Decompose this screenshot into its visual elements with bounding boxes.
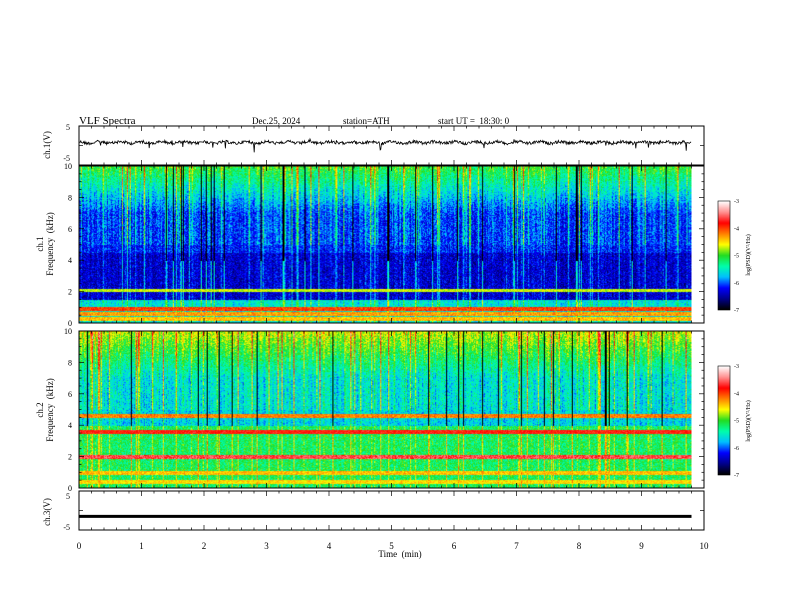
ch2-colorbar-gradient bbox=[718, 366, 730, 475]
ch1-ytick-bottom: -5 bbox=[63, 154, 70, 163]
ch2-colorbar-frame bbox=[717, 365, 731, 476]
ch1-ytick-label: 4 bbox=[68, 256, 72, 265]
ch1-colorbar-label: log(PSD)(V²/Hz) bbox=[745, 234, 752, 275]
ch1-waveform-ylabel: ch.1(V) bbox=[42, 131, 52, 159]
ch2-spectrogram-ticks bbox=[78, 330, 705, 489]
time-tick-label: 5 bbox=[389, 541, 394, 551]
ch1-spectrogram-ticks bbox=[78, 165, 705, 324]
ch3-waveform-ylabel: ch.3(V) bbox=[42, 498, 52, 526]
colorbar-tick-label: -6 bbox=[734, 281, 739, 287]
ch3-waveform-frame bbox=[78, 490, 705, 531]
ch2-ytick-label: 8 bbox=[68, 358, 72, 367]
ch2-channel-label: ch.2 bbox=[35, 402, 45, 417]
colorbar-tick-label: -3 bbox=[734, 364, 739, 370]
time-tick-label: 9 bbox=[639, 541, 644, 551]
ch2-frequency-tick-labels: 0 2 4 6 8 10 bbox=[64, 327, 72, 493]
ch1-spectrogram-panel: 0 2 4 6 8 10 ch.1 Frequency (kHz) bbox=[35, 162, 705, 328]
ch1-colorbar-gradient bbox=[718, 201, 730, 310]
ch1-colorbar-frame bbox=[717, 200, 731, 311]
ch1-waveform-line bbox=[78, 137, 692, 153]
ch1-frequency-tick-labels: 0 2 4 6 8 10 bbox=[64, 162, 72, 328]
ch2-colorbar: -3 -4 -5 -6 -7 log(PSD)(V²/Hz) bbox=[717, 364, 752, 479]
colorbar-tick-label: -7 bbox=[734, 473, 739, 479]
ch1-waveform-frame bbox=[78, 125, 705, 166]
ch1-ytick-label: 10 bbox=[64, 162, 72, 171]
ch2-ytick-label: 6 bbox=[68, 390, 72, 399]
time-tick-label: 1 bbox=[139, 541, 144, 551]
time-tick-label: 4 bbox=[327, 541, 332, 551]
ch1-spectrogram-image bbox=[79, 166, 692, 323]
time-axis-tick-labels: 0 1 2 3 4 5 6 7 8 9 10 bbox=[77, 541, 709, 551]
ch2-spectrogram-panel: 0 2 4 6 8 10 ch.2 Frequency (kHz) bbox=[35, 327, 705, 493]
time-tick-label: 7 bbox=[514, 541, 519, 551]
time-tick-label: 10 bbox=[700, 541, 710, 551]
time-axis-label: Time (min) bbox=[378, 549, 421, 559]
ch3-waveform-panel: 5 -5 ch.3(V) 0 1 2 3 4 5 6 7 8 9 10 Time (min) bbox=[42, 490, 709, 559]
ch2-ytick-label: 10 bbox=[64, 327, 72, 336]
ch1-channel-label: ch.1 bbox=[35, 236, 45, 251]
ch2-ytick-label: 2 bbox=[68, 453, 72, 462]
time-tick-label: 0 bbox=[77, 541, 82, 551]
figure-title: VLF Spectra bbox=[79, 115, 136, 127]
colorbar-tick-label: -7 bbox=[734, 308, 739, 314]
time-tick-label: 8 bbox=[577, 541, 582, 551]
date-label: Dec.25, 2024 bbox=[252, 116, 301, 126]
ch2-ytick-label: 0 bbox=[68, 484, 72, 493]
ch1-frequency-axis-label: Frequency (kHz) bbox=[45, 212, 55, 275]
colorbar-tick-label: -6 bbox=[734, 446, 739, 452]
ch1-ytick-label: 8 bbox=[68, 193, 72, 202]
colorbar-tick-label: -5 bbox=[734, 419, 739, 425]
ch1-ytick-top: 5 bbox=[66, 123, 70, 132]
ch2-ytick-label: 4 bbox=[68, 421, 72, 430]
ch1-colorbar: -3 -4 -5 -6 -7 log(PSD)(V²/Hz) bbox=[717, 199, 752, 314]
ch2-colorbar-tick-labels: -3 -4 -5 -6 -7 bbox=[734, 364, 739, 479]
ch1-waveform-ticks bbox=[78, 125, 705, 166]
ch2-colorbar-label: log(PSD)(V²/Hz) bbox=[745, 400, 752, 441]
time-tick-label: 2 bbox=[202, 541, 207, 551]
ch1-waveform-trace bbox=[78, 137, 692, 153]
ch1-ytick-label: 6 bbox=[68, 225, 72, 234]
time-tick-label: 3 bbox=[264, 541, 269, 551]
ch1-waveform-panel: 5 -5 ch.1(V) bbox=[42, 123, 705, 166]
ch2-frequency-axis-label: Frequency (kHz) bbox=[45, 378, 55, 441]
start-time-label: start UT = 18:30: 0 bbox=[438, 116, 510, 126]
ch3-ytick-bottom: -5 bbox=[63, 523, 70, 532]
colorbar-tick-label: -3 bbox=[734, 199, 739, 205]
time-tick-label: 6 bbox=[452, 541, 457, 551]
ch1-ytick-label: 2 bbox=[68, 288, 72, 297]
colorbar-tick-label: -4 bbox=[734, 391, 739, 397]
colorbar-tick-label: -4 bbox=[734, 226, 739, 232]
ch3-ytick-top: 5 bbox=[66, 492, 70, 501]
ch3-waveform-ticks bbox=[78, 490, 705, 531]
colorbar-tick-label: -5 bbox=[734, 254, 739, 260]
ch2-spectrogram-image bbox=[79, 331, 692, 488]
station-label: station=ATH bbox=[343, 116, 390, 126]
ch1-ytick-label: 0 bbox=[68, 319, 72, 328]
ch1-colorbar-tick-labels: -3 -4 -5 -6 -7 bbox=[734, 199, 739, 314]
